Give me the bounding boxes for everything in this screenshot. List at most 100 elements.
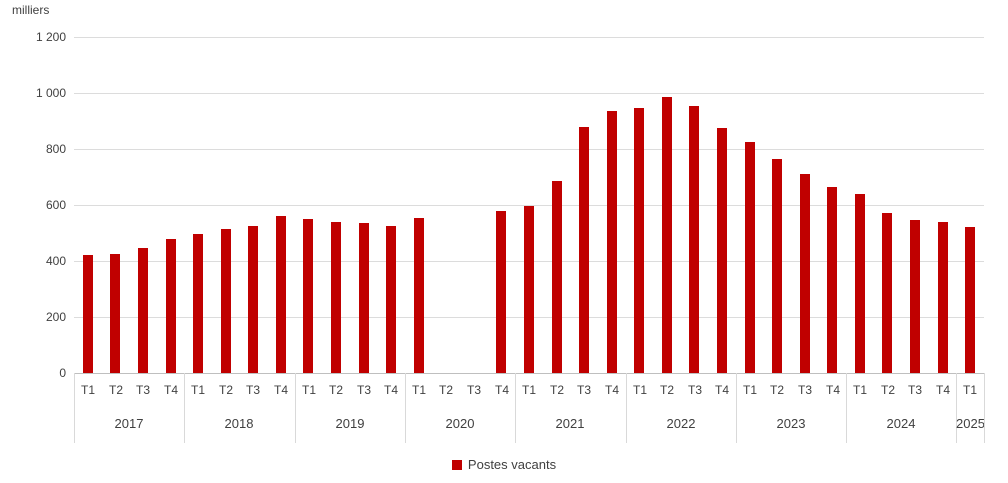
- quarter-tick-label: T3: [135, 383, 150, 397]
- quarter-tick-label: T3: [356, 383, 371, 397]
- bar: [110, 254, 120, 373]
- year-group-label: 2024: [886, 416, 916, 431]
- bar: [386, 226, 396, 373]
- year-group-label: 2022: [666, 416, 696, 431]
- quarter-tick-label: T2: [438, 383, 453, 397]
- bar: [552, 181, 562, 373]
- year-group-label: 2025: [956, 416, 985, 431]
- bar: [772, 159, 782, 373]
- year-separator: [295, 373, 296, 443]
- quarter-tick-label: T3: [797, 383, 812, 397]
- quarter-tick-label: T1: [962, 383, 977, 397]
- year-separator: [736, 373, 737, 443]
- bar: [717, 128, 727, 373]
- quarter-tick-label: T1: [521, 383, 536, 397]
- legend-label: Postes vacants: [467, 457, 557, 472]
- quarter-tick-label: T2: [880, 383, 895, 397]
- year-group-label: 2021: [555, 416, 585, 431]
- bar: [938, 222, 948, 373]
- chart-legend: Postes vacants: [0, 457, 1008, 472]
- bar: [359, 223, 369, 373]
- year-separator: [846, 373, 847, 443]
- bar: [331, 222, 341, 373]
- y-gridline: [74, 149, 984, 150]
- quarter-tick-label: T4: [494, 383, 509, 397]
- bar: [800, 174, 810, 373]
- y-tick-label: 0: [59, 366, 66, 380]
- quarter-tick-label: T4: [273, 383, 288, 397]
- bar: [414, 218, 424, 373]
- year-group-label: 2019: [335, 416, 365, 431]
- quarter-tick-label: T4: [383, 383, 398, 397]
- year-group-label: 2017: [114, 416, 144, 431]
- quarter-tick-label: T3: [466, 383, 481, 397]
- bar: [303, 219, 313, 373]
- y-tick-label: 1 200: [35, 30, 66, 44]
- year-group-label: 2020: [445, 416, 475, 431]
- year-separator: [184, 373, 185, 443]
- year-group-label: 2018: [224, 416, 254, 431]
- bar: [248, 226, 258, 373]
- quarter-tick-label: T2: [108, 383, 123, 397]
- bar: [882, 213, 892, 373]
- quarter-tick-label: T1: [742, 383, 757, 397]
- bar: [662, 97, 672, 373]
- quarter-tick-label: T3: [687, 383, 702, 397]
- bar: [276, 216, 286, 373]
- bar: [579, 127, 589, 373]
- y-tick-label: 600: [45, 198, 66, 212]
- quarter-tick-label: T1: [190, 383, 205, 397]
- y-tick-label: 800: [45, 142, 66, 156]
- quarter-tick-label: T3: [907, 383, 922, 397]
- y-gridline: [74, 93, 984, 94]
- bar: [166, 239, 176, 373]
- bar: [607, 111, 617, 373]
- bar: [634, 108, 644, 373]
- quarter-tick-label: T2: [218, 383, 233, 397]
- quarter-tick-label: T1: [852, 383, 867, 397]
- quarter-tick-label: T1: [80, 383, 95, 397]
- quarter-tick-label: T4: [163, 383, 178, 397]
- y-gridline: [74, 37, 984, 38]
- bar: [689, 106, 699, 373]
- year-separator: [984, 373, 985, 443]
- quarter-tick-label: T2: [549, 383, 564, 397]
- y-tick-label: 1 000: [35, 86, 66, 100]
- quarter-tick-label: T3: [576, 383, 591, 397]
- quarter-tick-label: T4: [714, 383, 729, 397]
- year-separator: [956, 373, 957, 443]
- quarter-tick-label: T4: [604, 383, 619, 397]
- bar: [524, 206, 534, 373]
- quarter-tick-label: T4: [935, 383, 950, 397]
- x-axis-line: [74, 373, 984, 374]
- year-separator: [626, 373, 627, 443]
- quarter-tick-label: T2: [769, 383, 784, 397]
- quarter-tick-label: T1: [301, 383, 316, 397]
- year-group-label: 2023: [776, 416, 806, 431]
- quarter-tick-label: T4: [825, 383, 840, 397]
- quarter-tick-label: T1: [632, 383, 647, 397]
- bar: [496, 211, 506, 373]
- bar: [221, 229, 231, 373]
- bar: [827, 187, 837, 373]
- year-separator: [515, 373, 516, 443]
- quarter-tick-label: T1: [411, 383, 426, 397]
- bar: [193, 234, 203, 373]
- bar: [745, 142, 755, 373]
- bar: [83, 255, 93, 373]
- y-tick-label: 200: [45, 310, 66, 324]
- y-tick-label: 400: [45, 254, 66, 268]
- quarter-tick-label: T3: [245, 383, 260, 397]
- quarter-tick-label: T2: [328, 383, 343, 397]
- quarter-tick-label: T2: [659, 383, 674, 397]
- bar: [138, 248, 148, 373]
- y-axis-unit-label: milliers: [12, 3, 50, 17]
- y-gridline: [74, 205, 984, 206]
- year-separator: [405, 373, 406, 443]
- bar: [965, 227, 975, 373]
- bar: [855, 194, 865, 373]
- bar: [910, 220, 920, 373]
- year-separator: [74, 373, 75, 443]
- legend-swatch: [451, 459, 462, 470]
